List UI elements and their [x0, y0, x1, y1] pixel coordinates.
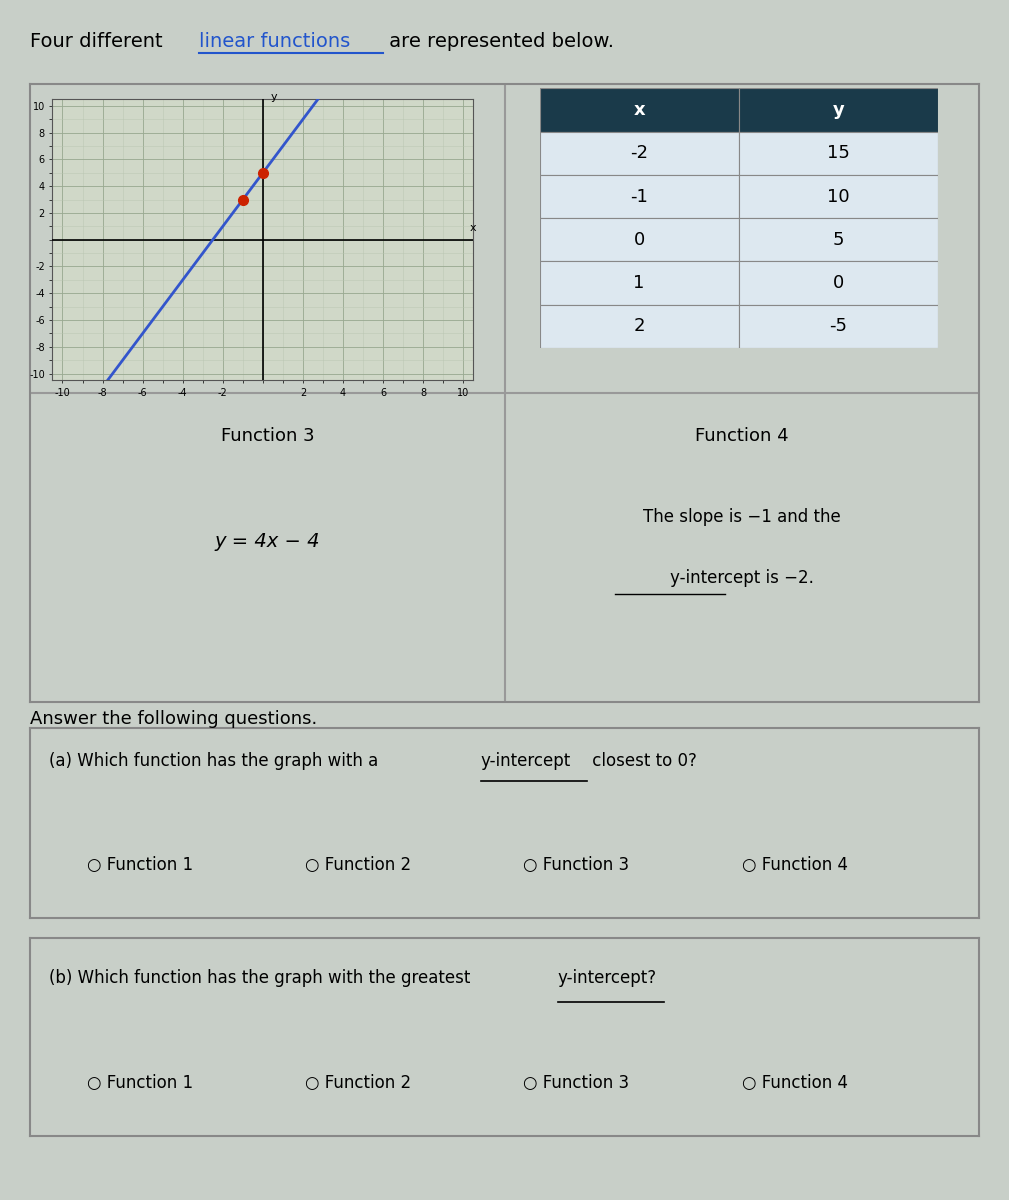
Text: y: y	[832, 101, 845, 119]
Text: y-intercept?: y-intercept?	[558, 970, 657, 986]
Text: ○ Function 2: ○ Function 2	[306, 1074, 412, 1092]
Bar	[540, 132, 739, 175]
Text: The slope is −1 and the: The slope is −1 and the	[643, 508, 840, 526]
Bar	[540, 262, 739, 305]
Text: y-intercept: y-intercept	[481, 751, 571, 769]
Text: linear functions: linear functions	[199, 32, 350, 50]
Text: Four different: Four different	[30, 32, 170, 50]
Text: 10: 10	[827, 187, 850, 205]
Bar	[739, 132, 938, 175]
Bar	[540, 305, 739, 348]
Text: (b) Which function has the graph with the greatest: (b) Which function has the graph with th…	[49, 970, 476, 986]
Text: y = 4x − 4: y = 4x − 4	[215, 532, 320, 551]
Text: ○ Function 1: ○ Function 1	[87, 856, 194, 874]
Bar	[739, 175, 938, 218]
Text: closest to 0?: closest to 0?	[587, 751, 697, 769]
Text: ○ Function 3: ○ Function 3	[524, 1074, 630, 1092]
Text: ○ Function 4: ○ Function 4	[742, 1074, 848, 1092]
Bar	[739, 262, 938, 305]
Text: 1: 1	[634, 274, 645, 292]
Text: are represented below.: are represented below.	[383, 32, 614, 50]
Text: Function 4: Function 4	[695, 427, 788, 445]
Text: ○ Function 4: ○ Function 4	[742, 856, 848, 874]
Text: -1: -1	[631, 187, 648, 205]
Text: 0: 0	[832, 274, 844, 292]
Bar	[540, 89, 739, 132]
Bar	[739, 218, 938, 262]
Text: Function 3: Function 3	[221, 427, 314, 445]
Bar	[540, 175, 739, 218]
Text: 15: 15	[826, 144, 850, 162]
Text: 5: 5	[832, 230, 844, 248]
Text: ○ Function 1: ○ Function 1	[87, 1074, 194, 1092]
Bar	[540, 218, 739, 262]
Text: ○ Function 3: ○ Function 3	[524, 856, 630, 874]
Text: 0: 0	[634, 230, 645, 248]
Text: -2: -2	[630, 144, 648, 162]
Text: y-intercept is −2.: y-intercept is −2.	[670, 569, 813, 587]
Bar	[739, 89, 938, 132]
Text: Answer the following questions.: Answer the following questions.	[30, 710, 318, 728]
Text: 2: 2	[634, 317, 645, 335]
Bar	[739, 305, 938, 348]
Text: -5: -5	[829, 317, 848, 335]
Text: x: x	[469, 223, 476, 233]
Text: Function 2: Function 2	[695, 121, 788, 139]
Text: Function 1: Function 1	[221, 121, 314, 139]
Text: (a) Which function has the graph with a: (a) Which function has the graph with a	[49, 751, 383, 769]
Text: y: y	[270, 91, 277, 102]
Text: ○ Function 2: ○ Function 2	[306, 856, 412, 874]
Text: x: x	[634, 101, 645, 119]
